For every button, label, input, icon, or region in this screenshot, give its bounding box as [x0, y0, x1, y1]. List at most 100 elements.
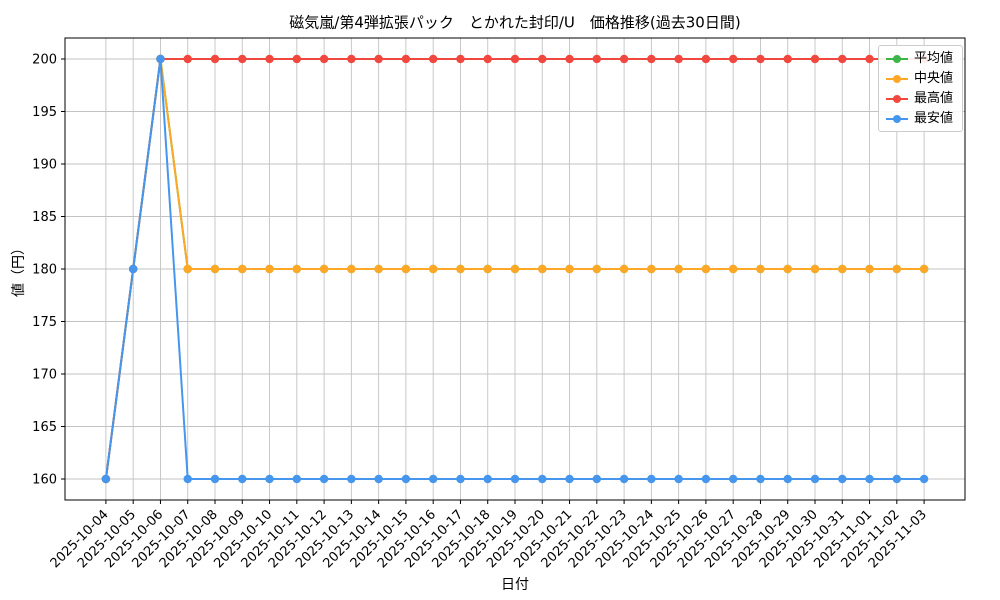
series-point: [838, 474, 847, 484]
series-point: [456, 474, 465, 484]
series-point: [292, 264, 302, 274]
series-point: [592, 54, 602, 64]
series-point: [319, 474, 329, 484]
legend-item-average: 平均値: [885, 51, 953, 66]
y-tick-label: 175: [32, 315, 57, 330]
series-point: [756, 474, 765, 484]
series-point: [783, 54, 792, 64]
y-tick-label: 180: [32, 263, 57, 278]
series-point: [238, 474, 247, 484]
series-point: [347, 264, 356, 274]
series-point: [865, 474, 874, 484]
x-axis-label: 日付: [501, 577, 529, 593]
series-point: [592, 474, 602, 484]
series-point: [783, 264, 792, 274]
series-point: [838, 54, 847, 64]
series-point: [347, 54, 356, 64]
chart-title: 磁気嵐/第4弾拡張パック とかれた封印/U 価格推移(過去30日間): [289, 13, 741, 32]
series-point: [701, 54, 711, 64]
series-point: [292, 474, 302, 484]
series-point: [701, 474, 711, 484]
series-point: [428, 264, 438, 274]
series-point: [619, 474, 629, 484]
series-point: [592, 264, 602, 274]
series-point: [701, 264, 711, 274]
series-point: [865, 264, 874, 274]
series-point: [319, 264, 329, 274]
series-point: [374, 264, 383, 274]
series-point: [210, 54, 220, 64]
y-tick-label: 190: [32, 158, 57, 173]
series-point: [401, 54, 411, 64]
series-point: [265, 474, 274, 484]
series-point: [428, 54, 438, 64]
chart-legend: 平均値 中央値 最高値 最安値: [877, 45, 963, 132]
series-point: [183, 474, 192, 484]
series-point: [919, 264, 929, 274]
legend-marker-average-icon: [885, 54, 908, 63]
series-point: [101, 474, 111, 484]
series-point: [919, 474, 929, 484]
series-point: [865, 54, 874, 64]
series-point: [156, 54, 165, 64]
series-point: [756, 54, 765, 64]
y-tick-label: 195: [32, 105, 57, 120]
series-point: [401, 264, 411, 274]
series-point: [674, 54, 683, 64]
series-point: [810, 474, 820, 484]
y-tick-label: 200: [32, 53, 57, 68]
series-point: [456, 54, 465, 64]
legend-item-median: 中央値: [885, 71, 953, 86]
series-point: [510, 474, 520, 484]
y-axis-label: 値（円）: [11, 241, 27, 297]
y-tick-label: 165: [32, 420, 57, 435]
series-point: [210, 474, 220, 484]
series-point: [510, 54, 520, 64]
legend-label-max: 最高値: [913, 91, 953, 106]
series-point: [510, 264, 520, 274]
legend-marker-median-icon: [885, 74, 908, 83]
series-point: [565, 264, 574, 274]
series-point: [783, 474, 792, 484]
series-point: [674, 264, 683, 274]
legend-label-average: 平均値: [913, 51, 953, 66]
series-point: [565, 474, 574, 484]
y-tick-label: 170: [32, 368, 57, 383]
series-point: [428, 474, 438, 484]
series-point: [238, 264, 247, 274]
series-point: [238, 54, 247, 64]
series-point: [619, 54, 629, 64]
y-tick-label: 185: [32, 210, 57, 225]
series-point: [265, 54, 274, 64]
series-point: [647, 54, 656, 64]
series-point: [374, 54, 383, 64]
series-point: [456, 264, 465, 274]
series-point: [565, 54, 574, 64]
series-point: [347, 474, 356, 484]
series-point: [728, 264, 738, 274]
legend-label-min: 最安値: [913, 111, 953, 126]
series-point: [292, 54, 302, 64]
series-point: [483, 54, 492, 64]
legend-marker-min-icon: [885, 114, 908, 123]
series-point: [401, 474, 411, 484]
series-point: [538, 474, 547, 484]
series-point: [810, 264, 820, 274]
series-point: [483, 264, 492, 274]
series-point: [838, 264, 847, 274]
legend-marker-max-icon: [885, 94, 908, 103]
series-point: [183, 264, 192, 274]
series-point: [538, 264, 547, 274]
series-point: [483, 474, 492, 484]
series-point: [892, 264, 902, 274]
series-point: [538, 54, 547, 64]
series-point: [374, 474, 383, 484]
legend-label-median: 中央値: [913, 71, 953, 86]
series-point: [265, 264, 274, 274]
series-point: [647, 474, 656, 484]
legend-item-min: 最安値: [885, 111, 953, 126]
series-point: [619, 264, 629, 274]
series-point: [183, 54, 192, 64]
